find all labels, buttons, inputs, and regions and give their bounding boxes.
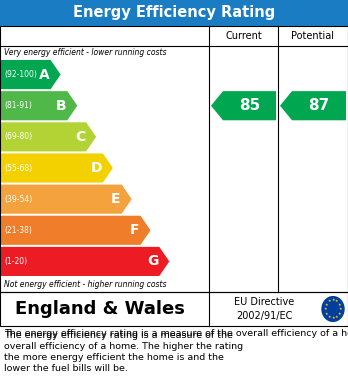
- Text: G: G: [147, 255, 158, 269]
- Polygon shape: [0, 122, 96, 151]
- Polygon shape: [0, 216, 150, 245]
- Text: ★: ★: [328, 315, 331, 319]
- Polygon shape: [280, 91, 346, 120]
- Text: ★: ★: [331, 298, 335, 302]
- Text: ★: ★: [338, 312, 341, 316]
- Polygon shape: [0, 91, 77, 120]
- Text: England & Wales: England & Wales: [15, 300, 185, 318]
- Text: (81-91): (81-91): [4, 101, 32, 110]
- Text: Very energy efficient - lower running costs: Very energy efficient - lower running co…: [4, 48, 166, 57]
- Text: ★: ★: [325, 303, 329, 307]
- Text: The energy efficiency rating is a measure of the overall efficiency of a home. T: The energy efficiency rating is a measur…: [4, 329, 348, 338]
- Text: 87: 87: [308, 98, 330, 113]
- Bar: [0, 26, 348, 292]
- Text: the more energy efficient the home is and the: the more energy efficient the home is an…: [4, 353, 224, 362]
- Text: ★: ★: [331, 316, 335, 320]
- Text: Energy Efficiency Rating: Energy Efficiency Rating: [73, 5, 275, 20]
- Text: (92-100): (92-100): [4, 70, 37, 79]
- Bar: [0, 292, 348, 326]
- Text: ★: ★: [328, 299, 331, 303]
- Bar: [0, 0, 348, 26]
- Text: ★: ★: [338, 303, 341, 307]
- Polygon shape: [0, 247, 169, 276]
- Text: E: E: [111, 192, 121, 206]
- Text: lower the fuel bills will be.: lower the fuel bills will be.: [4, 364, 128, 373]
- Text: EU Directive
2002/91/EC: EU Directive 2002/91/EC: [234, 298, 295, 321]
- Text: C: C: [75, 130, 85, 144]
- Text: ★: ★: [324, 307, 327, 311]
- Text: 85: 85: [239, 98, 260, 113]
- Text: ★: ★: [338, 307, 342, 311]
- Polygon shape: [211, 91, 276, 120]
- Text: ★: ★: [335, 299, 338, 303]
- Text: A: A: [39, 68, 50, 82]
- Polygon shape: [0, 153, 113, 183]
- Text: Current: Current: [225, 31, 262, 41]
- Text: (21-38): (21-38): [4, 226, 32, 235]
- Circle shape: [322, 297, 344, 321]
- Text: (39-54): (39-54): [4, 195, 32, 204]
- Text: Not energy efficient - higher running costs: Not energy efficient - higher running co…: [4, 280, 166, 289]
- Text: D: D: [90, 161, 102, 175]
- Text: (1-20): (1-20): [4, 257, 27, 266]
- Text: (55-68): (55-68): [4, 163, 32, 172]
- Text: F: F: [130, 223, 140, 237]
- Text: (69-80): (69-80): [4, 133, 32, 142]
- Text: ★: ★: [335, 315, 338, 319]
- Bar: [0, 26, 348, 292]
- Text: overall efficiency of a home. The higher the rating: overall efficiency of a home. The higher…: [4, 342, 243, 351]
- Text: The energy efficiency rating is a measure of the: The energy efficiency rating is a measur…: [4, 331, 233, 340]
- Polygon shape: [0, 185, 132, 214]
- Text: B: B: [56, 99, 66, 113]
- Polygon shape: [0, 60, 61, 89]
- Text: ★: ★: [325, 312, 329, 316]
- Text: Potential: Potential: [292, 31, 334, 41]
